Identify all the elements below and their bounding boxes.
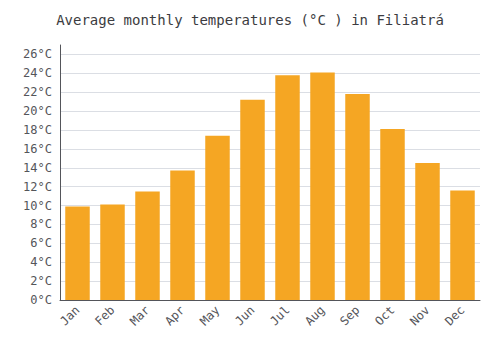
svg-text:Jul: Jul bbox=[267, 303, 292, 328]
svg-text:0°C: 0°C bbox=[30, 293, 52, 307]
svg-text:10°C: 10°C bbox=[23, 199, 52, 213]
svg-text:Jan: Jan bbox=[57, 303, 82, 328]
svg-text:Mar: Mar bbox=[127, 303, 152, 328]
svg-text:Nov: Nov bbox=[407, 303, 432, 328]
svg-text:18°C: 18°C bbox=[23, 123, 52, 137]
svg-text:20°C: 20°C bbox=[23, 104, 52, 118]
svg-text:4°C: 4°C bbox=[30, 255, 52, 269]
svg-text:14°C: 14°C bbox=[23, 161, 52, 175]
svg-text:Feb: Feb bbox=[92, 303, 117, 328]
svg-text:Sep: Sep bbox=[337, 303, 362, 328]
svg-text:22°C: 22°C bbox=[23, 85, 52, 99]
svg-text:2°C: 2°C bbox=[30, 274, 52, 288]
svg-text:Aug: Aug bbox=[302, 303, 327, 328]
svg-text:8°C: 8°C bbox=[30, 217, 52, 231]
svg-text:6°C: 6°C bbox=[30, 236, 52, 250]
svg-text:Jun: Jun bbox=[232, 303, 257, 328]
svg-text:May: May bbox=[197, 303, 222, 328]
svg-text:12°C: 12°C bbox=[23, 180, 52, 194]
svg-text:Dec: Dec bbox=[442, 303, 467, 328]
svg-text:Oct: Oct bbox=[372, 303, 397, 328]
svg-text:Average monthly temperatures (: Average monthly temperatures (°C ) in Fi… bbox=[56, 12, 444, 28]
svg-text:16°C: 16°C bbox=[23, 142, 52, 156]
svg-text:Apr: Apr bbox=[162, 303, 187, 328]
svg-text:26°C: 26°C bbox=[23, 47, 52, 61]
svg-text:24°C: 24°C bbox=[23, 66, 52, 80]
